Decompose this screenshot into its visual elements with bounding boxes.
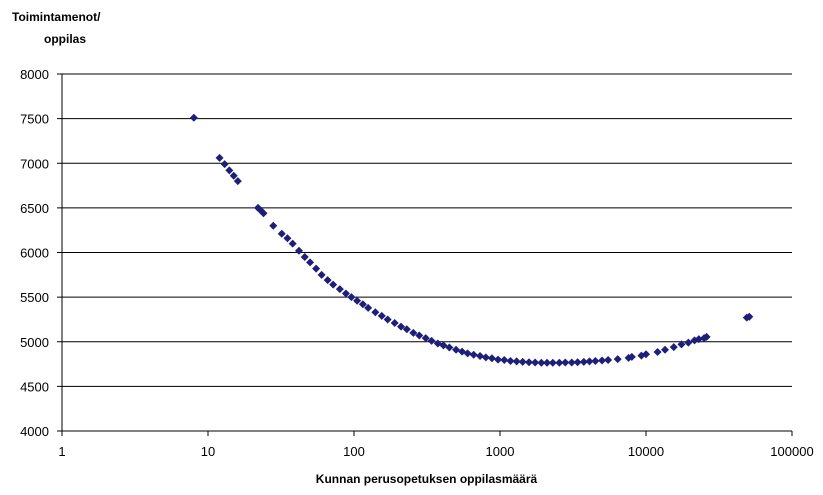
data-point xyxy=(561,358,570,367)
y-tick-label: 5000 xyxy=(20,335,49,350)
x-axis-label: Kunnan perusopetuksen oppilasmäärä xyxy=(315,472,538,486)
data-point xyxy=(229,171,238,180)
data-point xyxy=(469,350,478,359)
gridlines xyxy=(62,73,792,432)
data-point xyxy=(300,252,309,261)
x-tick-label: 1 xyxy=(58,444,65,459)
data-point xyxy=(390,319,399,328)
data-point xyxy=(463,349,472,358)
data-point xyxy=(555,358,564,367)
x-tick-label: 100 xyxy=(343,444,365,459)
data-point xyxy=(283,234,292,243)
data-point xyxy=(661,345,670,354)
data-point xyxy=(653,348,662,357)
data-point xyxy=(573,358,582,367)
data-point xyxy=(364,303,373,312)
data-point xyxy=(585,357,594,366)
data-point xyxy=(669,343,678,352)
data-point xyxy=(702,332,711,341)
data-point xyxy=(402,325,411,334)
data-point xyxy=(445,343,454,352)
data-point xyxy=(684,338,693,347)
data-point xyxy=(579,357,588,366)
data-point xyxy=(421,334,430,343)
data-point xyxy=(259,209,268,218)
y-tick-label: 5500 xyxy=(20,290,49,305)
y-tick-label: 4500 xyxy=(20,379,49,394)
data-point xyxy=(341,289,350,298)
y-tick-label: 7000 xyxy=(20,156,49,171)
data-point xyxy=(476,352,485,361)
data-point xyxy=(409,328,418,337)
data-point xyxy=(358,300,367,309)
data-points xyxy=(189,113,754,367)
x-tick-label: 1000 xyxy=(486,444,515,459)
y-axis-label-line-1: Toimintamenot/ xyxy=(12,10,101,24)
data-point xyxy=(329,280,338,289)
data-point xyxy=(383,315,392,324)
y-tick-labels: 4000 4500 5000 5500 6000 6500 7000 7500 8000 xyxy=(20,67,49,439)
data-point xyxy=(567,358,576,367)
data-point xyxy=(506,356,515,365)
data-point xyxy=(306,258,315,267)
data-point xyxy=(215,153,224,162)
data-point xyxy=(694,335,703,344)
data-point xyxy=(397,322,406,331)
data-point xyxy=(531,358,540,367)
data-point xyxy=(537,358,546,367)
x-tick-label: 10000 xyxy=(628,444,664,459)
x-tick-labels: 1 10 100 1000 10000 100000 xyxy=(58,444,813,459)
data-point xyxy=(677,340,686,349)
data-point xyxy=(277,229,286,238)
data-point xyxy=(317,270,326,279)
data-point xyxy=(745,312,754,321)
data-point xyxy=(220,160,229,169)
data-point xyxy=(494,355,503,364)
y-tick-label: 6500 xyxy=(20,201,49,216)
y-tick-label: 8000 xyxy=(20,67,49,82)
data-point xyxy=(543,358,552,367)
data-point xyxy=(512,357,521,366)
data-point xyxy=(371,308,380,317)
data-point xyxy=(312,264,321,273)
x-tick-label: 100000 xyxy=(770,444,813,459)
data-point xyxy=(439,341,448,350)
y-tick-label: 4000 xyxy=(20,424,49,439)
data-point xyxy=(487,354,496,363)
data-point xyxy=(452,345,461,354)
data-point xyxy=(642,350,650,359)
data-point xyxy=(427,336,436,345)
data-point xyxy=(518,357,527,366)
data-point xyxy=(525,358,534,367)
data-point xyxy=(269,221,278,230)
data-point xyxy=(415,331,424,340)
data-point xyxy=(598,356,607,365)
data-point xyxy=(288,239,297,248)
data-point xyxy=(500,356,509,365)
y-axis-label-line-2: oppilas xyxy=(44,32,87,46)
data-point xyxy=(233,177,242,186)
data-point xyxy=(347,293,356,302)
data-point xyxy=(548,358,557,367)
data-point xyxy=(591,356,600,365)
data-point xyxy=(377,311,386,320)
data-point xyxy=(353,296,362,305)
data-point xyxy=(335,285,344,294)
data-point xyxy=(481,353,490,362)
data-point xyxy=(225,166,234,175)
data-point xyxy=(613,355,622,364)
y-tick-label: 7500 xyxy=(20,112,49,127)
data-point xyxy=(189,113,198,122)
data-point xyxy=(323,276,332,285)
y-tick-label: 6000 xyxy=(20,246,49,261)
x-tick-label: 10 xyxy=(201,444,215,459)
data-point xyxy=(604,356,613,365)
axes xyxy=(57,73,793,436)
data-point xyxy=(627,352,636,361)
data-point xyxy=(294,246,303,255)
